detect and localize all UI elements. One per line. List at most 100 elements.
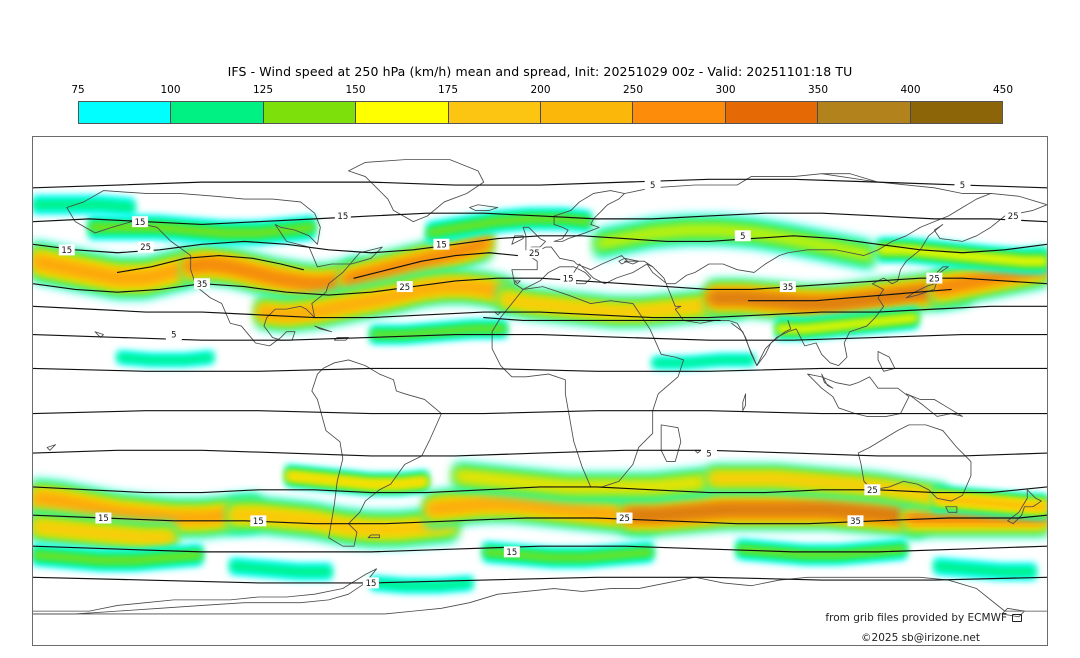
contour-label: 5 [734, 230, 751, 242]
contour-label: 15 [334, 210, 351, 222]
colorbar-segment [633, 102, 726, 123]
contour-label: 25 [396, 281, 413, 293]
coastline [522, 226, 547, 251]
coastline [807, 373, 910, 417]
coastline [731, 320, 792, 367]
colorbar-segment [171, 102, 264, 123]
colorbar: 75 100 125 150 175 200 250 300 350 400 450 [71, 84, 1013, 124]
svg-text:25: 25 [399, 282, 410, 292]
wind-speed-map: 15 5 5 15 25 15 35 25 15 35 25 25 15 25 35 15 25 15 15 5 5 25… [33, 137, 1047, 645]
colorbar-tick: 100 [160, 84, 181, 96]
spread-contour [33, 235, 1047, 254]
coastline [905, 266, 949, 299]
grib-credit-text: from grib files provided by ECMWF [825, 612, 1007, 624]
spread-contour [33, 449, 1047, 457]
contour-label: 15 [132, 216, 149, 228]
coastline [945, 506, 958, 513]
colorbar-tick-labels: 75 100 125 150 175 200 250 300 350 400 450 [71, 84, 1013, 100]
wind-shading-band [483, 548, 653, 562]
spread-contour [116, 254, 304, 274]
coastline [333, 336, 349, 341]
contour-label: 25 [926, 272, 943, 284]
wind-shading-band [33, 199, 135, 213]
coastline [511, 235, 524, 245]
spread-contour [33, 576, 1047, 584]
wind-shading-band [117, 353, 214, 364]
wind-shading-band [624, 507, 924, 520]
colorbar-segment [725, 102, 819, 123]
spread-contour [33, 410, 1047, 415]
spread-contour [33, 367, 1047, 372]
svg-text:5: 5 [960, 180, 965, 190]
database-icon [1012, 614, 1022, 622]
wind-shading-band [596, 226, 873, 260]
wind-shading-band [371, 578, 473, 590]
contour-label: 15 [503, 546, 520, 558]
coastline [511, 246, 654, 290]
svg-text:25: 25 [929, 273, 940, 283]
svg-text:25: 25 [867, 485, 878, 495]
svg-text:15: 15 [135, 217, 146, 227]
contour-label: 25 [526, 247, 543, 259]
spread-contour [33, 305, 1047, 319]
wind-shading-band [230, 512, 456, 533]
wind-shading-band [934, 496, 1047, 509]
colorbar-tick: 450 [992, 84, 1014, 96]
svg-text:35: 35 [782, 282, 793, 292]
wind-shading-band [286, 473, 428, 487]
colorbar-swatches [78, 101, 1003, 124]
spread-contour-layer [33, 178, 1047, 584]
coastline [469, 204, 499, 211]
grib-credit: from grib files provided by ECMWF [825, 612, 1022, 624]
contour-label: 25 [137, 241, 154, 253]
wind-shading-band [427, 501, 653, 521]
svg-text:5: 5 [171, 330, 176, 340]
contour-label: 35 [194, 278, 210, 290]
spread-contour [353, 252, 519, 279]
wind-shading-band [652, 356, 755, 367]
map-panel: 15 5 5 15 25 15 35 25 15 35 25 25 15 25 35 15 25 15 15 5 5 25… [32, 136, 1048, 646]
colorbar-segment [448, 102, 542, 123]
contour-label: 5 [954, 179, 971, 191]
colorbar-tick: 175 [437, 84, 459, 96]
spread-contour [33, 514, 1047, 525]
colorbar-tick: 350 [807, 84, 829, 96]
svg-text:5: 5 [740, 231, 745, 241]
coastline [33, 576, 1047, 615]
contour-label: 15 [433, 238, 450, 250]
colorbar-tick: 250 [622, 84, 644, 96]
coastline [33, 568, 378, 615]
contour-label: 25 [1005, 210, 1022, 222]
contour-label: 35 [779, 281, 796, 293]
contour-label: 25 [616, 512, 633, 524]
coastline [46, 444, 56, 451]
contour-label: 15 [363, 577, 379, 589]
svg-text:5: 5 [650, 180, 655, 190]
coastline [367, 534, 380, 539]
coastline [905, 393, 963, 417]
svg-text:35: 35 [850, 516, 861, 526]
coastline [553, 190, 625, 242]
svg-text:35: 35 [197, 279, 208, 289]
coastline [821, 373, 834, 389]
wind-shading-band [455, 473, 709, 490]
page-title: IFS - Wind speed at 250 hPa (km/h) mean … [227, 64, 853, 79]
contour-label: 35 [847, 515, 864, 527]
spread-contour [33, 178, 1047, 189]
wind-shading-band [258, 284, 512, 317]
svg-text:15: 15 [253, 516, 264, 526]
coastline [94, 331, 104, 338]
contour-label: 5 [644, 179, 661, 191]
coastline [1007, 489, 1042, 525]
coastline [311, 359, 442, 547]
colorbar-tick: 200 [530, 84, 551, 96]
contour-label: 5 [165, 329, 182, 341]
coastline [314, 325, 333, 333]
wind-shading-band [185, 261, 360, 287]
svg-text:15: 15 [563, 273, 574, 283]
svg-text:15: 15 [98, 513, 109, 523]
contour-label: 15 [95, 512, 112, 524]
spread-contour [33, 333, 1047, 341]
colorbar-tick: 400 [900, 84, 921, 96]
coastline [742, 393, 747, 412]
